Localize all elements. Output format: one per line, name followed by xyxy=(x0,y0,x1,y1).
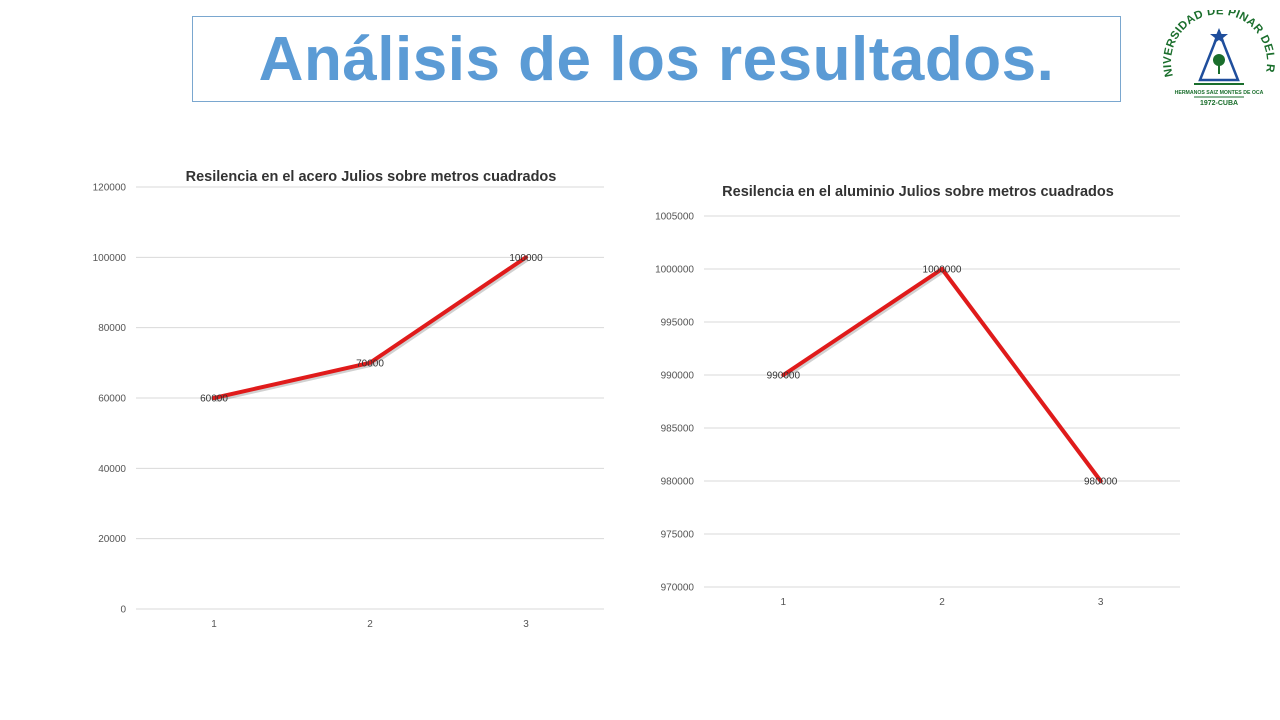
svg-text:UNIVERSIDAD DE PINAR DEL RIO: UNIVERSIDAD DE PINAR DEL RIO xyxy=(1158,10,1276,78)
acero-chart-y-tick-label: 100000 xyxy=(93,253,127,264)
aluminio-chart-y-tick-label: 975000 xyxy=(661,530,695,541)
aluminio-chart-x-tick-label: 3 xyxy=(1098,597,1104,608)
acero-chart-data-label: 60000 xyxy=(200,394,228,405)
aluminio-chart-y-tick-label: 980000 xyxy=(661,477,695,488)
aluminio-chart-y-tick-label: 995000 xyxy=(661,318,695,329)
aluminio-chart-data-label: 990000 xyxy=(767,371,801,382)
acero-chart-y-tick-label: 20000 xyxy=(98,534,126,545)
acero-chart-x-tick-label: 2 xyxy=(367,619,373,630)
slide-title: Análisis de los resultados. xyxy=(258,24,1055,94)
university-logo: UNIVERSIDAD DE PINAR DEL RIO HERMANOS SA… xyxy=(1158,10,1280,110)
aluminio-chart-title: Resilencia en el aluminio Julios sobre m… xyxy=(722,184,1114,200)
acero-chart-y-tick-label: 0 xyxy=(120,605,126,616)
aluminio-chart-y-tick-label: 970000 xyxy=(661,583,695,594)
svg-text:HERMANOS SAIZ MONTES DE OCA: HERMANOS SAIZ MONTES DE OCA xyxy=(1175,90,1264,96)
acero-chart-y-tick-label: 120000 xyxy=(93,183,127,194)
aluminio-chart-series-line xyxy=(781,267,1103,483)
aluminio-chart-data-label: 980000 xyxy=(1084,477,1118,488)
acero-chart-series-shadow xyxy=(215,257,529,402)
aluminio-chart-data-label: 1000000 xyxy=(923,265,962,276)
aluminio-chart-y-tick-label: 990000 xyxy=(661,371,695,382)
acero-chart-data-label: 70000 xyxy=(356,358,384,369)
aluminio-chart-series-shadow xyxy=(783,269,1104,485)
aluminio-chart-y-tick-label: 985000 xyxy=(661,424,695,435)
svg-text:1972-CUBA: 1972-CUBA xyxy=(1200,100,1238,107)
title-box: Análisis de los resultados. xyxy=(192,16,1121,102)
acero-chart-series-line xyxy=(212,255,528,400)
aluminio-chart-y-tick-label: 1000000 xyxy=(655,265,694,276)
acero-chart-x-tick-label: 3 xyxy=(523,619,529,630)
aluminio-chart-x-tick-label: 1 xyxy=(781,597,787,608)
acero-chart-title: Resilencia en el acero Julios sobre metr… xyxy=(186,169,557,185)
acero-chart-y-tick-label: 80000 xyxy=(98,323,126,334)
university-seal-icon: UNIVERSIDAD DE PINAR DEL RIO HERMANOS SA… xyxy=(1158,10,1276,107)
aluminio-chart-x-tick-label: 2 xyxy=(939,597,945,608)
aluminio-chart-y-tick-label: 1005000 xyxy=(655,212,694,223)
acero-chart-y-tick-label: 40000 xyxy=(98,464,126,475)
acero-chart-data-label: 100000 xyxy=(509,253,543,264)
acero-chart-y-tick-label: 60000 xyxy=(98,394,126,405)
acero-chart-x-tick-label: 1 xyxy=(211,619,217,630)
